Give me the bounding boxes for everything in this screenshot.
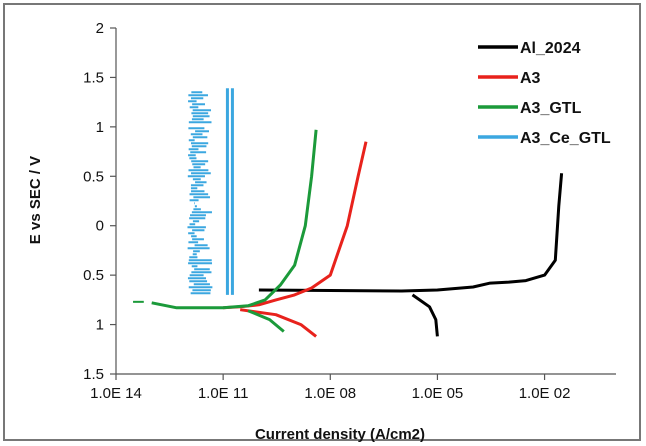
y-tick-label: 0.5 — [83, 168, 104, 185]
series-line-a3 — [223, 141, 368, 310]
y-tick-label: 2 — [96, 20, 104, 37]
series-cathodic-a3-gtl — [247, 309, 285, 333]
series-line-a3-gtl — [151, 129, 318, 310]
x-axis-title: Current density (A/cm2) — [255, 426, 425, 443]
x-tick-label: 1.0E 14 — [90, 385, 142, 402]
x-tick-label: 1.0E 08 — [304, 385, 356, 402]
chart-frame — [3, 3, 641, 441]
x-tick-label: 1.0E 05 — [412, 385, 464, 402]
legend-label-a3-gtl: A3_GTL — [520, 100, 582, 117]
y-axis-title: E vs SEC / V — [27, 156, 44, 244]
legend-label-al-2024: Al_2024 — [520, 40, 581, 57]
y-tick-label: 1 — [96, 119, 104, 136]
y-tick-label: 1.5 — [83, 69, 104, 86]
y-tick-label: 0.5 — [83, 267, 104, 284]
legend-label-a3: A3 — [520, 70, 541, 87]
series-band-a3-ce-gtl — [133, 88, 234, 303]
y-tick-label: 1 — [96, 317, 104, 334]
series-cathodic-a3 — [239, 308, 318, 338]
legend: Al_2024 A3 A3_GTL A3_Ce_GTL — [478, 40, 611, 147]
series-cathodic-al-2024 — [411, 293, 439, 337]
y-tick-label: 0 — [96, 218, 104, 235]
y-tick-label: 1.5 — [83, 366, 104, 383]
x-tick-label: 1.0E 11 — [198, 385, 249, 402]
series-line-al-2024 — [258, 173, 564, 293]
legend-label-a3-ce-gtl: A3_Ce_GTL — [520, 130, 611, 147]
x-tick-label: 1.0E 02 — [519, 385, 571, 402]
